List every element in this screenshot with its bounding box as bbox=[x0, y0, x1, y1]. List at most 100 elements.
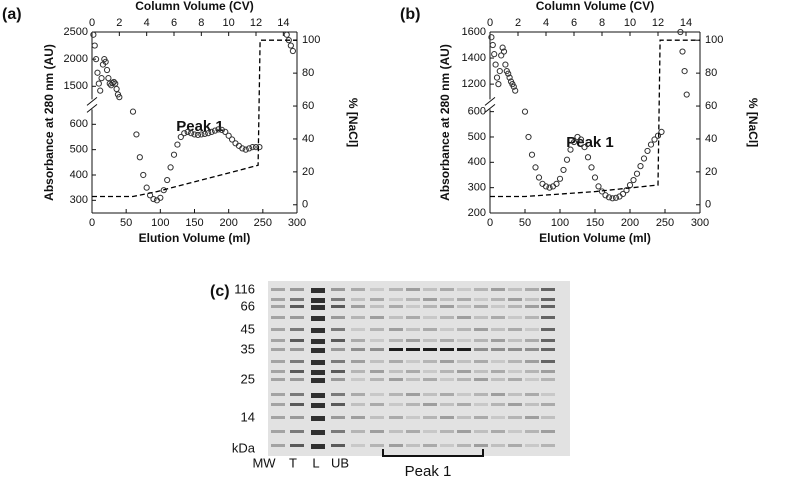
data-point bbox=[97, 87, 104, 94]
gel-band bbox=[474, 378, 488, 381]
gel-band bbox=[290, 316, 304, 319]
x2-tick-label: 8 bbox=[599, 17, 605, 29]
data-point bbox=[113, 85, 120, 93]
gel-band bbox=[311, 444, 325, 449]
gel-band bbox=[271, 378, 285, 381]
data-point bbox=[239, 145, 246, 152]
gel-band bbox=[351, 339, 365, 342]
gel-band bbox=[541, 348, 555, 351]
gel-band bbox=[331, 316, 345, 319]
x2-tick-label: 2 bbox=[116, 17, 122, 29]
data-point bbox=[167, 164, 174, 171]
gel-band bbox=[474, 393, 488, 396]
data-point bbox=[581, 144, 588, 151]
gel-band bbox=[406, 348, 420, 351]
data-point bbox=[488, 34, 495, 41]
gel-band bbox=[331, 288, 345, 291]
gel-band bbox=[311, 393, 325, 398]
gel-band bbox=[440, 328, 454, 331]
mw-marker-label: 25 bbox=[241, 371, 255, 386]
data-point bbox=[546, 184, 553, 191]
lane-label: MW bbox=[252, 455, 276, 470]
data-point bbox=[287, 42, 294, 49]
gel-band bbox=[370, 444, 384, 447]
gel-band bbox=[351, 430, 365, 433]
gel-band bbox=[406, 339, 420, 342]
y-axis-label: Absorbance at 280 nm (AU) bbox=[438, 44, 452, 201]
y-tick-label: 600 bbox=[70, 118, 88, 130]
data-point bbox=[143, 184, 150, 191]
gel-band bbox=[370, 430, 384, 433]
data-point bbox=[187, 130, 195, 137]
gel-band bbox=[508, 288, 522, 291]
gel-band bbox=[474, 416, 488, 419]
y-tick-label: 300 bbox=[70, 194, 88, 206]
gel-band bbox=[331, 444, 345, 447]
gel-band bbox=[271, 370, 285, 373]
data-point bbox=[499, 44, 506, 51]
gel-band bbox=[457, 416, 471, 419]
gel-band bbox=[525, 370, 539, 373]
gel-band bbox=[389, 348, 403, 351]
data-point bbox=[563, 156, 571, 163]
gel-band bbox=[525, 305, 539, 308]
data-point bbox=[512, 87, 519, 94]
gel-band bbox=[406, 288, 420, 291]
gel-band bbox=[491, 370, 505, 373]
data-point bbox=[160, 187, 167, 194]
x-tick-label: 50 bbox=[120, 217, 132, 229]
x-tick-label: 300 bbox=[288, 217, 306, 229]
data-point bbox=[90, 31, 97, 38]
gel-band bbox=[370, 305, 384, 308]
gel-band bbox=[406, 416, 420, 419]
data-point bbox=[644, 147, 651, 155]
gel-band bbox=[423, 328, 437, 331]
data-point bbox=[222, 128, 229, 136]
data-point bbox=[658, 128, 665, 136]
gel-band bbox=[423, 416, 437, 419]
gel-band bbox=[541, 416, 555, 419]
gel-band bbox=[541, 288, 555, 291]
gel-band bbox=[331, 328, 345, 331]
gel-band bbox=[351, 288, 365, 291]
data-point bbox=[651, 136, 658, 143]
data-point bbox=[495, 81, 502, 88]
data-point bbox=[211, 127, 219, 134]
gel-band bbox=[389, 316, 403, 319]
gel-band bbox=[351, 348, 365, 351]
gel-band bbox=[474, 370, 488, 373]
gel-band bbox=[440, 403, 454, 406]
data-point bbox=[492, 61, 499, 68]
data-point bbox=[256, 144, 263, 151]
gel-band bbox=[351, 416, 365, 419]
gel-band bbox=[406, 378, 420, 381]
y2-tick-label: 60 bbox=[302, 100, 314, 112]
gel-band bbox=[440, 378, 454, 381]
gel-band bbox=[389, 370, 403, 373]
gel-band bbox=[331, 430, 345, 433]
gel-band bbox=[440, 360, 454, 363]
gel-band bbox=[508, 328, 522, 331]
y2-tick-label: 80 bbox=[302, 67, 314, 79]
gel-band bbox=[311, 288, 325, 293]
gel-band bbox=[290, 328, 304, 331]
data-point bbox=[506, 74, 513, 81]
gel-band bbox=[525, 430, 539, 433]
data-point bbox=[103, 66, 111, 74]
gel-band bbox=[290, 298, 304, 301]
data-point bbox=[109, 79, 116, 87]
gel-band bbox=[351, 370, 365, 373]
gel-band bbox=[457, 393, 471, 396]
gel-band bbox=[474, 305, 488, 308]
gel-band bbox=[389, 403, 403, 406]
gel-band bbox=[457, 339, 471, 342]
gel-band bbox=[271, 339, 285, 342]
gel-band bbox=[271, 360, 285, 363]
data-point bbox=[164, 176, 171, 184]
data-point bbox=[496, 67, 503, 75]
gel-band bbox=[389, 305, 403, 308]
gel-band bbox=[351, 378, 365, 381]
gel-band bbox=[311, 403, 325, 408]
axis-break bbox=[484, 97, 496, 113]
gel-band bbox=[311, 316, 325, 321]
